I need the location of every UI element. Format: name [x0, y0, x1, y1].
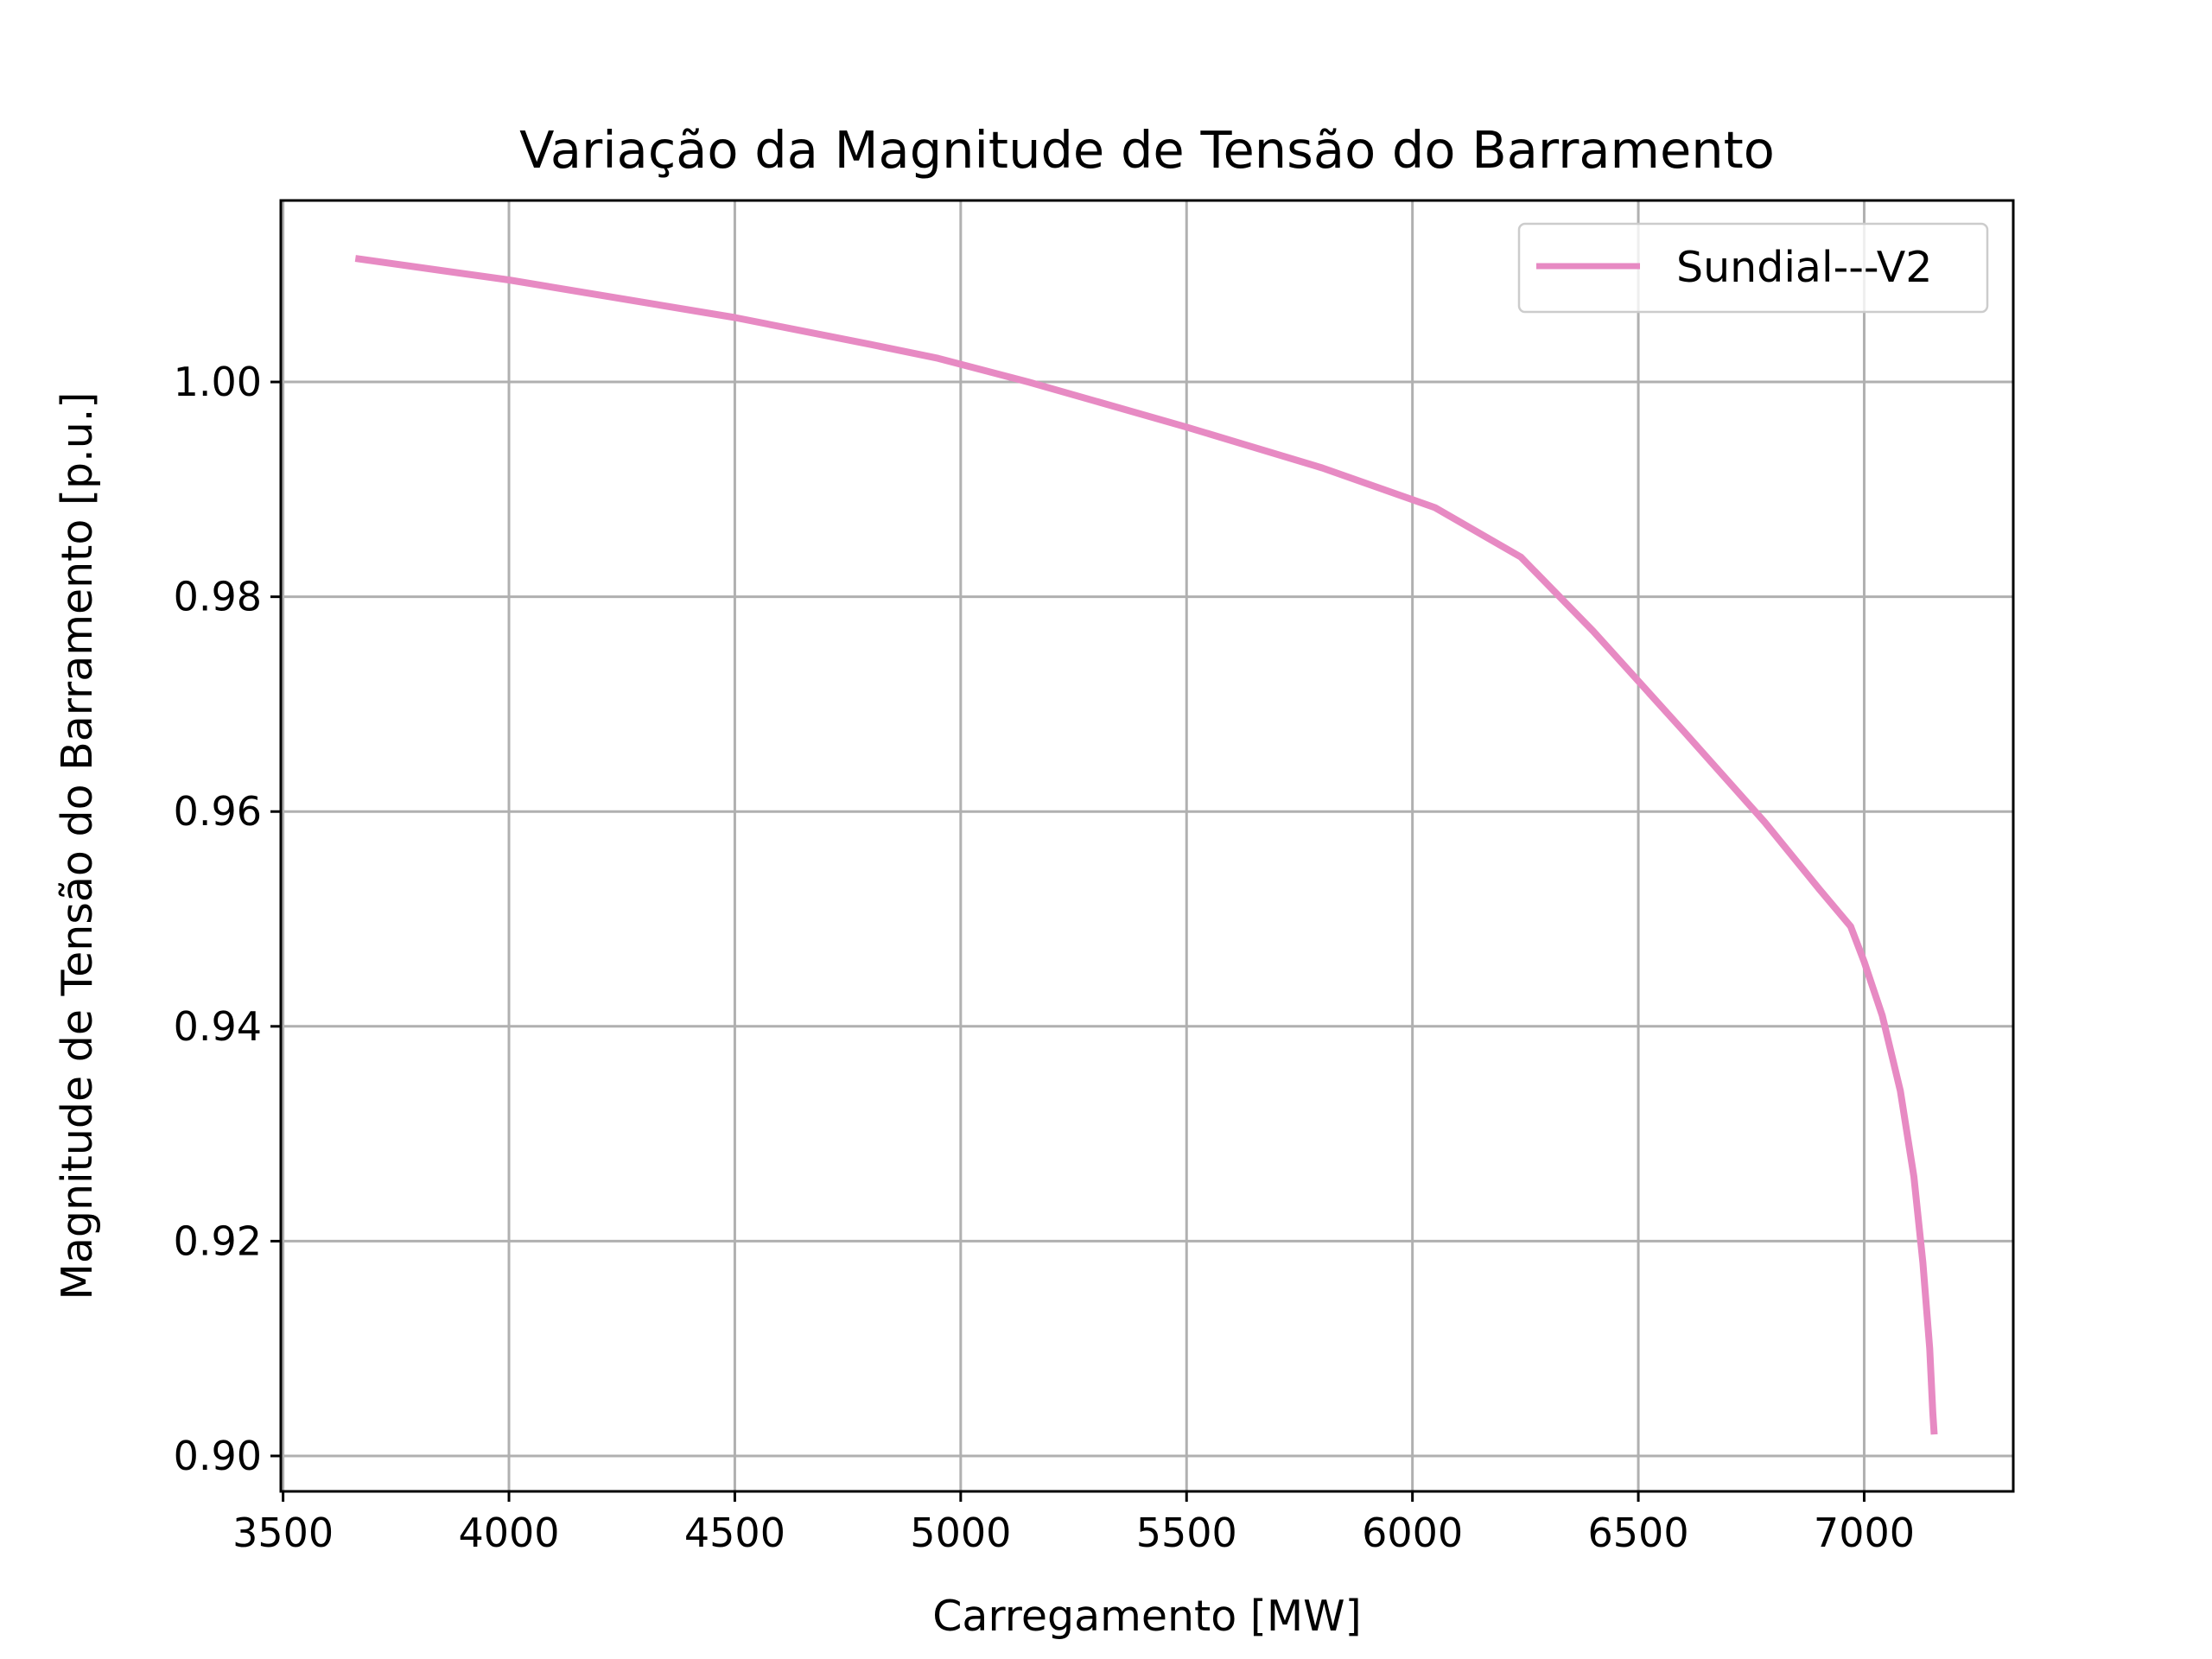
y-tick-label: 1.00 [174, 359, 262, 405]
x-tick-label: 6500 [1588, 1510, 1689, 1556]
chart-title: Variação da Magnitude de Tensão do Barra… [519, 120, 1775, 180]
series-line-0 [354, 255, 1938, 1435]
x-tick-label: 4500 [684, 1510, 785, 1556]
x-tick-label: 6000 [1362, 1510, 1463, 1556]
y-tick-label: 0.92 [174, 1217, 262, 1264]
x-tick-label: 3500 [232, 1510, 334, 1556]
y-tick-label: 0.98 [174, 574, 262, 620]
y-tick-label: 0.96 [174, 788, 262, 835]
series-layer [354, 255, 1938, 1435]
y-tick-label: 0.94 [174, 1003, 262, 1050]
x-tick-label: 5000 [910, 1510, 1011, 1556]
x-tick-label: 7000 [1814, 1510, 1915, 1556]
legend: Sundial---V2 [1517, 222, 1989, 314]
ticks: 3500 4000 4500 5000 5500 6000 6500 7000 0.90 0.92… [174, 359, 1915, 1556]
y-axis-label: Magnitude de Tensão do Barramento [p.u.] [53, 392, 102, 1300]
x-tick-label: 5500 [1136, 1510, 1237, 1556]
y-tick-label: 0.90 [174, 1433, 262, 1479]
legend-box [1517, 222, 1989, 314]
x-axis-label: Carregamento [MW] [932, 1592, 1362, 1641]
legend-entry-label: Sundial---V2 [1676, 243, 1932, 292]
grid [281, 200, 2013, 1491]
x-tick-label: 4000 [458, 1510, 559, 1556]
plot-frame [279, 199, 2015, 1493]
